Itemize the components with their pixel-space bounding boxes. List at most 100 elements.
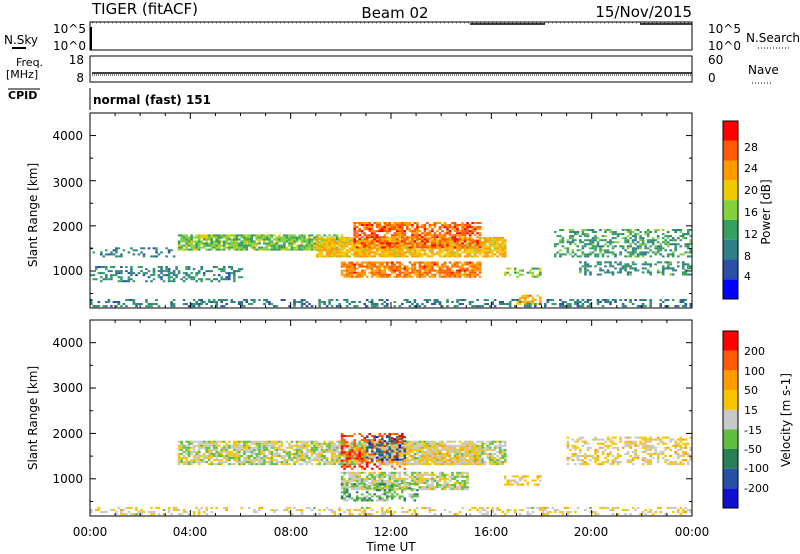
heatmap-cell	[365, 261, 369, 264]
heatmap-cell	[391, 439, 394, 442]
heatmap-cell	[365, 251, 369, 254]
heatmap-cell	[378, 275, 382, 278]
heatmap-cell	[375, 251, 379, 254]
heatmap-cell	[486, 513, 489, 516]
heatmap-cell	[142, 272, 146, 275]
heatmap-cell	[438, 232, 442, 235]
heatmap-cell	[200, 442, 203, 445]
heatmap-cell	[295, 459, 299, 462]
heatmap-cell	[263, 452, 266, 455]
heatmap-cell	[125, 305, 128, 308]
heatmap-cell	[539, 298, 542, 301]
heatmap-cell	[353, 245, 356, 248]
heatmap-cell	[245, 446, 249, 449]
heatmap-cell	[260, 246, 264, 249]
heatmap-cell	[233, 444, 236, 447]
heatmap-cell	[373, 450, 376, 453]
heatmap-cell	[182, 248, 186, 251]
heatmap-cell	[265, 242, 269, 245]
heatmap-cell	[240, 440, 244, 443]
heatmap-cell	[152, 268, 156, 271]
heatmap-cell	[604, 243, 607, 246]
heatmap-cell	[368, 301, 371, 304]
heatmap-cell	[396, 261, 399, 264]
heatmap-cell	[273, 446, 276, 449]
heatmap-cell	[468, 444, 472, 447]
heatmap-cell	[383, 463, 387, 466]
heatmap-cell	[177, 270, 181, 273]
heatmap-cell	[631, 267, 635, 270]
heatmap-cell	[486, 440, 489, 443]
heatmap-cell	[293, 461, 296, 464]
heatmap-cell	[120, 276, 123, 279]
heatmap-cell	[398, 271, 402, 274]
heatmap-cell	[468, 253, 472, 256]
heatmap-cell	[275, 240, 279, 243]
heatmap-cell	[182, 446, 186, 449]
heatmap-cell	[340, 255, 344, 258]
heatmap-cell	[431, 275, 434, 278]
heatmap-cell	[526, 294, 530, 297]
heatmap-cell	[363, 509, 366, 512]
heatmap-cell	[378, 261, 382, 264]
heatmap-cell	[333, 245, 336, 248]
heatmap-cell	[463, 247, 467, 250]
heatmap-cell	[258, 455, 261, 458]
heatmap-cell	[496, 243, 499, 246]
heatmap-cell	[278, 440, 281, 443]
heatmap-cell	[240, 268, 244, 271]
heatmap-cell	[363, 453, 366, 456]
heatmap-cell	[328, 440, 331, 443]
heatmap-cell	[418, 246, 422, 249]
heatmap-cell	[220, 448, 223, 451]
heatmap-cell	[185, 240, 188, 243]
heatmap-cell	[438, 239, 442, 242]
heatmap-cell	[398, 273, 402, 276]
heatmap-cell	[260, 442, 264, 445]
heatmap-cell	[493, 440, 497, 443]
heatmap-cell	[235, 234, 239, 237]
heatmap-cell	[363, 440, 366, 443]
heatmap-cell	[491, 243, 494, 246]
heatmap-cell	[373, 455, 376, 458]
heatmap-cell	[418, 226, 422, 229]
heatmap-cell	[260, 457, 264, 460]
heatmap-cell	[375, 234, 379, 237]
heatmap-cell	[391, 253, 394, 256]
heatmap-cell	[202, 242, 206, 245]
heatmap-cell	[476, 247, 479, 250]
heatmap-cell	[453, 261, 457, 264]
heatmap-cell	[235, 248, 239, 251]
heatmap-cell	[418, 236, 422, 239]
heatmap-cell	[551, 299, 555, 302]
heatmap-cell	[220, 301, 223, 304]
heatmap-cell	[421, 442, 424, 445]
heatmap-cell	[105, 278, 108, 281]
heatmap-cell	[456, 249, 459, 252]
heatmap-cell	[210, 246, 213, 249]
heatmap-cell	[180, 246, 183, 249]
cpid-label: CPID	[8, 89, 37, 102]
heatmap-cell	[320, 455, 324, 458]
heatmap-cell	[388, 249, 392, 252]
heatmap-cell	[566, 241, 570, 244]
heatmap-cell	[205, 450, 208, 453]
heatmap-cell	[458, 457, 462, 460]
heatmap-cell	[476, 228, 479, 231]
heatmap-cell	[243, 446, 246, 449]
heatmap-cell	[212, 244, 216, 247]
heatmap-cell	[325, 506, 329, 509]
heatmap-cell	[684, 506, 688, 509]
power-cbar-tick-4: 4	[744, 270, 751, 283]
heatmap-cell	[659, 247, 662, 250]
heatmap-cell	[343, 251, 346, 254]
heatmap-cell	[360, 444, 364, 447]
heatmap-cell	[225, 299, 228, 302]
heatmap-cell	[245, 457, 249, 460]
heatmap-cell	[313, 244, 316, 247]
heatmap-cell	[468, 269, 472, 272]
heatmap-cell	[333, 448, 336, 451]
heatmap-cell	[323, 255, 326, 258]
heatmap-cell	[157, 270, 161, 273]
heatmap-cell	[609, 261, 612, 264]
